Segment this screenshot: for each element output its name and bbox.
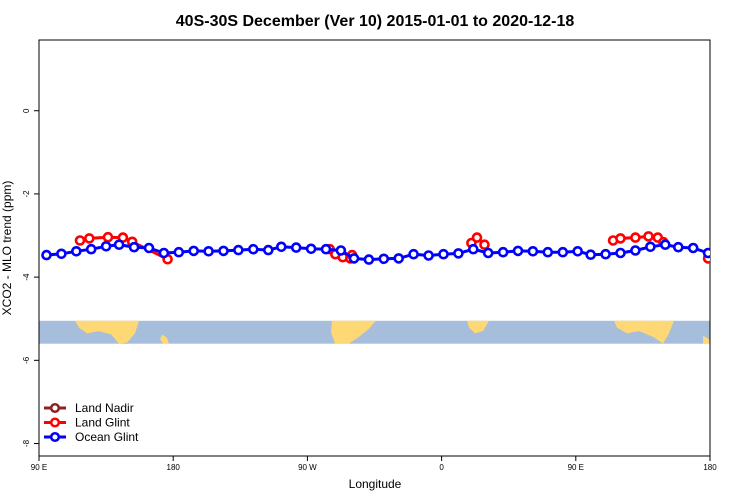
ocean-glint-point [262,244,274,256]
ocean-glint-point [275,241,287,253]
ocean-glint-point [438,248,449,260]
legend-marker [49,402,61,414]
ocean-glint-point [100,241,112,252]
x-axis-label: Longitude [349,477,402,491]
x-tick-label: 90 W [298,463,317,472]
y-tick-label: -4 [22,273,31,281]
ocean-glint-point [393,253,405,264]
ocean-glint-point [527,246,539,257]
x-tick-label: 90 E [568,463,584,472]
ocean-glint-line [46,243,709,262]
x-tick-label: 0 [439,463,444,472]
land-shape-3 [467,320,489,334]
y-tick-label: -8 [22,439,31,447]
land-glint-point [471,232,483,243]
x-axis: 90 E 180 90 W 0 90 E 180 [31,456,717,472]
ocean-glint-point [482,247,494,259]
land-glint-point [74,235,86,246]
ocean-glint-point [188,245,199,257]
ocean-glint-point [363,254,375,265]
ocean-glint-point [702,247,710,259]
ocean-glint-point [453,248,464,259]
ocean-glint-point [645,241,656,253]
ocean-glint-point [585,249,597,260]
ocean-glint-point [320,243,332,255]
ocean-glint-point [630,245,641,256]
ocean-glint-point [687,242,699,254]
y-tick-label: 0 [22,108,31,113]
ocean-glint-point [408,248,419,260]
ocean-glint-point [173,246,185,258]
y-axis-label: XCO2 - MLO trend (ppm) [0,181,14,316]
series-ocean-glint [41,239,710,265]
ocean-glint-point [203,246,214,257]
ocean-glint-point [348,253,360,264]
x-tick-label: 180 [703,463,717,472]
ocean-glint-point [41,249,52,261]
ocean-glint-point [557,246,569,258]
land-glint-point [643,231,654,242]
legend-label: Land Nadir [75,401,134,415]
ocean-glint-point [512,245,524,257]
ocean-area [39,320,710,344]
ocean-glint-point [71,246,82,257]
ocean-glint-point [218,245,229,257]
land-glint-point [615,233,626,244]
legend-label: Land Glint [75,416,130,430]
x-tick-label: 180 [167,463,181,472]
x-tick-label: 90 E [31,463,47,472]
map-background-band [39,320,710,344]
ocean-glint-point [335,245,347,256]
ocean-glint-point [248,243,259,255]
ocean-glint-point [85,243,97,255]
ocean-glint-point [290,242,302,253]
ocean-glint-point [497,246,509,258]
ocean-glint-point [56,248,67,260]
land-glint-point [630,232,641,243]
land-shape-1 [160,334,169,344]
series-layer [41,231,710,265]
ocean-glint-point [143,242,155,254]
chart-title: 40S-30S December (Ver 10) 2015-01-01 to … [176,13,575,30]
ocean-glint-point [305,243,317,255]
ocean-glint-point [615,247,626,259]
land-glint-point [102,231,114,243]
ocean-glint-point [600,248,611,260]
ocean-glint-point [672,241,684,253]
y-tick-label: -2 [22,190,31,198]
ocean-glint-point [113,239,125,250]
y-tick-label: -6 [22,356,31,364]
land-shape-2 [331,320,376,344]
ocean-glint-point [158,247,170,259]
ocean-glint-point [572,246,584,257]
legend-label: Ocean Glint [75,430,139,444]
legend-marker [49,417,61,428]
ocean-glint-point [378,253,390,265]
land-glint-point [84,233,95,244]
ocean-glint-point [467,243,479,255]
ocean-glint-point [659,239,671,250]
plot-frame [38,39,711,457]
land-glint-point [479,239,490,250]
ocean-glint-point [128,241,140,253]
y-axis: 0 -2 -4 -6 -8 [22,108,39,447]
ocean-glint-point [233,244,244,256]
land-shape-4 [614,320,674,344]
ocean-glint-point [423,250,434,261]
land-shape-5 [703,335,710,344]
land-shape-0 [75,320,139,344]
ocean-glint-point [542,246,554,258]
legend-marker [49,431,61,443]
